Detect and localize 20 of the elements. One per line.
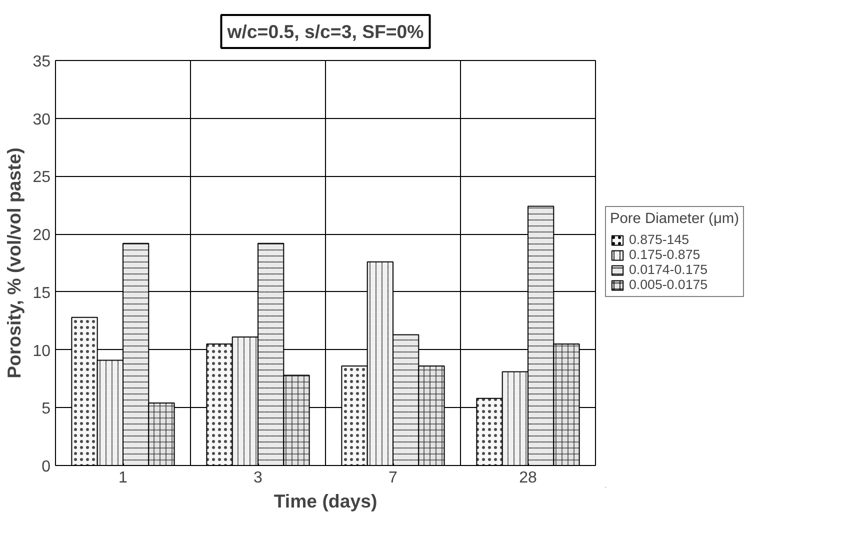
y-tick-label: 35 — [32, 54, 51, 70]
y-tick-label: 0 — [42, 458, 51, 476]
legend-label: 0.875-145 — [629, 232, 690, 247]
y-tick-label: 20 — [32, 227, 51, 244]
y-tick-label: 25 — [32, 169, 51, 186]
x-tick-label: 28 — [519, 470, 537, 486]
y-tick-label: 10 — [32, 342, 51, 360]
legend-label: 0.005-0.0175 — [629, 277, 708, 292]
x-axis-title: Time (days) — [274, 490, 378, 512]
chart-title: w/c=0.5, s/c=3, SF=0% — [226, 21, 424, 42]
y-tick-label: 30 — [32, 111, 51, 128]
y-tick-label: 15 — [32, 284, 51, 302]
legend-label: 0.0174-0.175 — [629, 262, 708, 277]
y-axis-title: Porosity, % (vol/vol paste) — [4, 148, 25, 378]
x-tick-label: 7 — [388, 470, 398, 486]
y-tick-label: 5 — [42, 400, 51, 418]
x-tick-label: 3 — [254, 470, 263, 486]
legend-label: 0.175-0.875 — [629, 247, 700, 262]
x-tick-label: 1 — [118, 470, 128, 486]
legend-title: Pore Diameter (μm) — [610, 211, 739, 227]
